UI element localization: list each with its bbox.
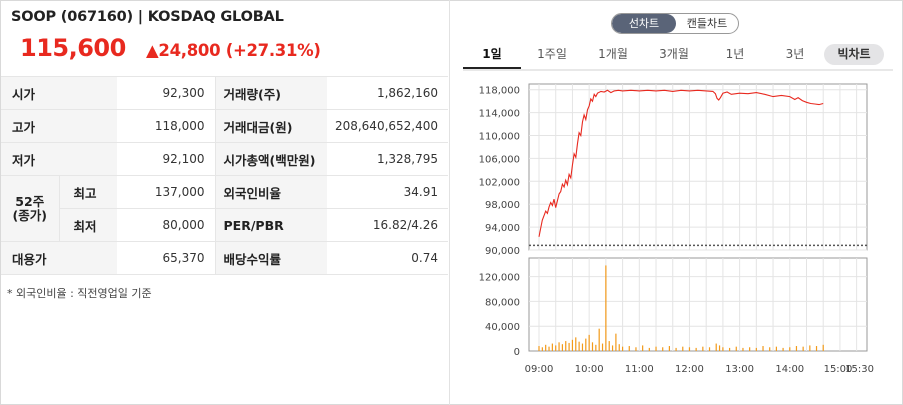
- tab-1year[interactable]: 1년: [725, 47, 745, 61]
- table-row: 최저 80,000 PER/PBR 16.82/4.26: [1, 208, 449, 242]
- quote-table: 시가 92,300 거래량(주) 1,862,160 고가 118,000 거래…: [1, 76, 449, 275]
- row-label: 최고: [59, 175, 118, 209]
- panel-divider: [449, 0, 450, 405]
- row-value: 92,100: [117, 142, 216, 176]
- table-row: 고가 118,000 거래대금(원) 208,640,652,400: [1, 109, 449, 143]
- row-label: 시가: [1, 76, 118, 110]
- footnote: * 외국인비율 : 직전영업일 기준: [7, 287, 152, 300]
- row-value: 137,000: [117, 175, 216, 209]
- row-label: 거래대금(원): [214, 109, 328, 143]
- big-chart-button[interactable]: 빅차트: [824, 44, 884, 65]
- row-value: 34.91: [327, 175, 449, 209]
- table-row: 52주 (종가) 최고 137,000 외국인비율 34.91: [1, 175, 449, 242]
- row-value: 1,862,160: [327, 76, 449, 110]
- row-value: 208,640,652,400: [327, 109, 449, 143]
- table-row: 시가 92,300 거래량(주) 1,862,160: [1, 76, 449, 110]
- period-tabs: 1일 1주일 1개월 3개월 1년 3년 빅차트: [463, 43, 893, 69]
- row-label: 저가: [1, 142, 118, 176]
- stock-title: SOOP (067160) | KOSDAQ GLOBAL: [11, 9, 284, 25]
- table-row: 저가 92,100 시가총액(백만원) 1,328,795: [1, 142, 449, 176]
- quote-panel: SOOP (067160) | KOSDAQ GLOBAL 115,600 ▲2…: [0, 0, 449, 405]
- table-row: 대용가 65,370 배당수익률 0.74: [1, 241, 449, 275]
- tab-1week[interactable]: 1주일: [537, 47, 567, 61]
- row-value: 92,300: [117, 76, 216, 110]
- row-label: 최저: [59, 208, 118, 242]
- row-value: 1,328,795: [327, 142, 449, 176]
- candle-chart-button[interactable]: 캔들차트: [686, 17, 728, 30]
- current-price: 115,600: [20, 34, 126, 62]
- row-value: 80,000: [117, 208, 216, 242]
- row-label: 대용가: [1, 241, 118, 275]
- row-value: 0.74: [327, 241, 449, 275]
- row-value: 65,370: [117, 241, 216, 275]
- row-label: PER/PBR: [214, 208, 328, 242]
- row-label: 배당수익률: [214, 241, 328, 275]
- line-chart-button[interactable]: 선차트: [612, 14, 676, 33]
- row-label: 고가: [1, 109, 118, 143]
- tab-3month[interactable]: 3개월: [659, 47, 689, 61]
- row-value: 16.82/4.26: [327, 208, 449, 242]
- row-value: 118,000: [117, 109, 216, 143]
- chart-type-toggle: 선차트 캔들차트: [611, 13, 739, 34]
- row-label: 거래량(주): [214, 76, 328, 110]
- tab-1month[interactable]: 1개월: [598, 47, 628, 61]
- row-label: 외국인비율: [214, 175, 328, 209]
- 52week-group-label: 52주 (종가): [1, 175, 60, 242]
- tab-3year[interactable]: 3년: [785, 47, 805, 61]
- row-label: 시가총액(백만원): [214, 142, 328, 176]
- tab-1day[interactable]: 1일: [463, 43, 521, 69]
- price-change: ▲24,800 (+27.31%): [146, 41, 321, 60]
